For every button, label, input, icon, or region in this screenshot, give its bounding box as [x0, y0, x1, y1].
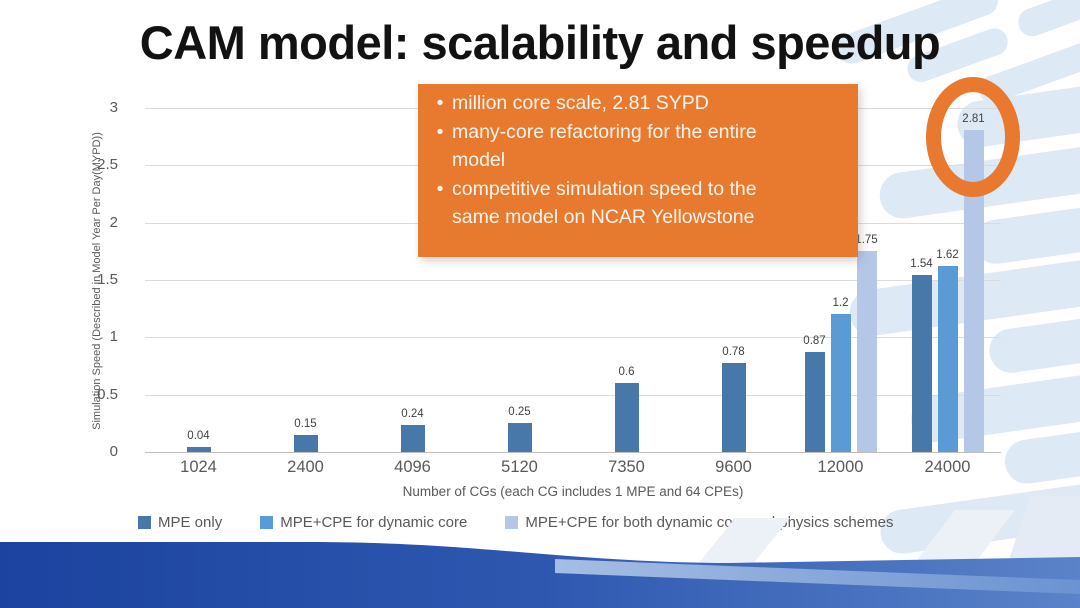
pattern-cluster-top: [836, 0, 1080, 103]
bar: [804, 352, 825, 452]
x-tick-label: 5120: [501, 458, 538, 476]
bar: [911, 275, 932, 452]
legend-swatch: [260, 516, 274, 529]
x-tick-label: 4096: [394, 458, 431, 476]
bar-value-label: 0.78: [722, 345, 745, 358]
bar-value-label: 1.75: [855, 234, 878, 247]
callout-bullets: • million core scale, 2.81 SYPD • many-core…: [428, 89, 846, 232]
bar-value-label: 1.62: [936, 249, 959, 262]
bullet-icon: •: [436, 92, 444, 114]
footer-band: [0, 542, 1080, 608]
bar: [963, 129, 984, 452]
gridline: [145, 394, 1001, 396]
bar-value-label: 0.25: [508, 406, 531, 419]
footer-stripe-3: [1005, 496, 1080, 572]
y-tick-label: 0: [109, 443, 118, 460]
x-tick-label: 9600: [715, 458, 752, 476]
callout-bullet-text: many-core refactoring for the entire mod…: [452, 120, 757, 172]
page-title: CAM model: scalability and speedup: [139, 16, 941, 69]
y-tick-label: 1.5: [97, 271, 118, 288]
footer-stripe-1: [690, 518, 790, 574]
bar: [830, 314, 851, 452]
x-tick-label: 1024: [180, 458, 217, 476]
x-tick-label: 7350: [608, 458, 645, 476]
legend-swatch: [138, 516, 151, 529]
callout-bullet: • many-core refactoring for the entire mo…: [428, 118, 846, 175]
legend-item: MPE only: [138, 514, 222, 531]
bar-value-label: 0.04: [187, 430, 210, 443]
callout-bullet: • million core scale, 2.81 SYPD: [428, 89, 846, 118]
bar-value-label: 0.24: [401, 407, 424, 420]
gridline: [145, 337, 1001, 339]
legend-item: MPE+CPE for dynamic core: [260, 514, 467, 531]
callout-bullet-text: million core scale, 2.81 SYPD: [452, 92, 709, 114]
callout-bullet-text: competitive simulation speed to the same…: [452, 177, 757, 229]
y-tick-label: 2.5: [97, 156, 118, 174]
bullet-icon: •: [436, 177, 444, 200]
legend-label: MPE only: [158, 514, 223, 531]
callout-bullet: • competitive simulation speed to the sam…: [428, 175, 846, 232]
callout-box: • million core scale, 2.81 SYPD • many-core…: [418, 84, 858, 257]
x-tick-label: 12000: [817, 458, 864, 476]
y-tick-label: 1: [109, 328, 118, 346]
legend-label: MPE+CPE for both dynamic core and physic…: [525, 514, 894, 531]
bullet-icon: •: [436, 120, 444, 143]
y-tick-label: 2: [109, 213, 118, 231]
bar-value-label: 0.6: [618, 366, 635, 379]
y-tick-label: 0.5: [97, 385, 118, 403]
bar: [856, 251, 877, 452]
y-tick-label: 3: [109, 99, 118, 116]
highlight-ring: [926, 77, 1020, 197]
footer-decoration: [0, 496, 1080, 608]
bar-value-label: 1.2: [832, 297, 849, 310]
bar-value-label: 0.87: [803, 335, 826, 348]
footer-stripe-2: [908, 510, 1015, 572]
bar: [614, 383, 639, 452]
x-axis-title: Number of CGs (each CG includes 1 MPE an…: [402, 484, 744, 499]
legend-item: MPE+CPE for both dynamic core and physic…: [505, 514, 893, 531]
x-tick-label: 24000: [924, 458, 971, 476]
bar-value-label: 1.54: [910, 258, 933, 271]
bar: [721, 362, 746, 452]
legend-label: MPE+CPE for dynamic core: [280, 514, 468, 531]
bar-value-label: 0.15: [294, 417, 317, 430]
x-tick-label: 2400: [287, 458, 324, 476]
bar: [507, 423, 532, 452]
bar: [186, 447, 211, 452]
gridline: [145, 280, 1001, 281]
gridline: [145, 452, 1001, 453]
legend: MPE only MPE+CPE for dynamic core MPE+CPE …: [138, 514, 893, 531]
bar: [937, 266, 958, 452]
legend-swatch: [505, 516, 519, 529]
footer-ribbon: [555, 559, 1080, 594]
bar: [400, 424, 425, 452]
bar: [293, 434, 318, 452]
